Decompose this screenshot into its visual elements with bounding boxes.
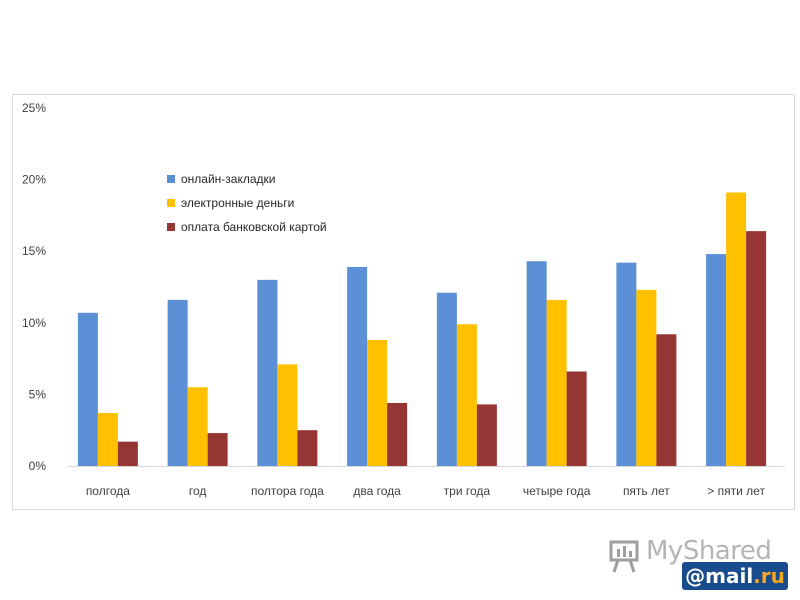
- y-tick-label: 15%: [22, 244, 46, 258]
- bar: [347, 266, 368, 466]
- x-tick-label: два года: [353, 484, 401, 498]
- bar: [367, 339, 388, 466]
- chart-area: 0% 5% 10% 15% 20% 25% полгода год полтора года дв…: [12, 94, 795, 510]
- legend-swatch: [167, 199, 175, 207]
- bar: [117, 441, 138, 466]
- bar: [546, 299, 567, 466]
- watermark: MyShared @mail.ru: [608, 534, 798, 594]
- bar: [526, 261, 547, 466]
- x-tick-label: три года: [444, 484, 491, 498]
- legend-label: онлайн-закладки: [181, 172, 276, 186]
- x-tick-label: полгода: [86, 484, 130, 498]
- x-tick-label: год: [189, 484, 207, 498]
- bar: [616, 262, 637, 466]
- bar-chart: 0% 5% 10% 15% 20% 25% полгода год полтора года дв…: [22, 101, 785, 498]
- bar: [77, 312, 98, 466]
- bar: [187, 387, 208, 466]
- bar: [97, 413, 118, 466]
- x-tick-label: пять лет: [623, 484, 670, 498]
- bar: [706, 254, 727, 466]
- y-tick-label: 5%: [29, 387, 47, 401]
- bar: [297, 430, 318, 466]
- y-tick-label: 20%: [22, 173, 46, 187]
- legend-swatch: [167, 223, 175, 231]
- mailru-prefix: @mail: [685, 564, 754, 588]
- bar: [387, 402, 408, 466]
- bar: [656, 334, 677, 466]
- watermark-brand: MyShared: [646, 536, 772, 566]
- bar: [726, 192, 747, 466]
- y-tick-label: 10%: [22, 316, 46, 330]
- y-tick-label: 25%: [22, 101, 46, 115]
- bar: [476, 404, 497, 466]
- bar: [636, 289, 657, 466]
- bar: [746, 231, 767, 466]
- bar: [456, 324, 477, 466]
- x-tick-label: четыре года: [523, 484, 591, 498]
- bar: [167, 299, 188, 466]
- x-tick-label: > пяти лет: [707, 484, 765, 498]
- bar: [257, 279, 278, 466]
- mailru-logo: @mail.ru: [682, 562, 788, 590]
- legend-label: электронные деньги: [181, 196, 294, 210]
- mailru-suffix: .ru: [753, 564, 785, 588]
- y-tick-label: 0%: [29, 459, 47, 473]
- bar: [277, 364, 298, 466]
- bar: [566, 371, 587, 466]
- legend-label: оплата банковской картой: [181, 220, 327, 234]
- presentation-board-icon: [609, 540, 639, 573]
- bar: [207, 433, 228, 466]
- x-tick-label: полтора года: [251, 484, 324, 498]
- legend-swatch: [167, 175, 175, 183]
- bar: [436, 292, 457, 466]
